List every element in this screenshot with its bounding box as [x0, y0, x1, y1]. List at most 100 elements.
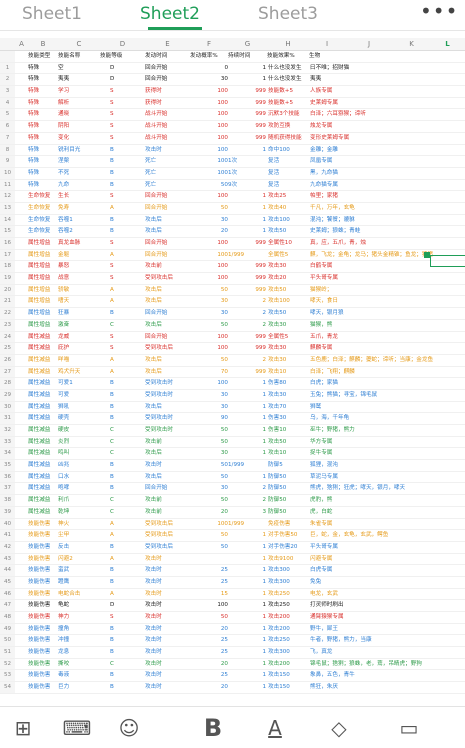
cell-prob[interactable]: 100 [190, 273, 228, 284]
cell-prob[interactable]: 25 [190, 647, 228, 658]
cell-eff[interactable]: 1 [246, 215, 266, 226]
cell-t[interactable]: 技能伤害 [28, 542, 58, 553]
cell-prob[interactable]: 20 [190, 682, 228, 693]
cell-time[interactable]: 受到攻击后 [145, 343, 190, 354]
cell-lvl[interactable]: A [110, 530, 130, 541]
cell-bio[interactable]: 攻击250 [268, 600, 310, 611]
row-number[interactable]: 30 [0, 402, 15, 413]
cell-lvl[interactable]: S [110, 238, 130, 249]
cell-prob[interactable]: 50 [190, 460, 228, 471]
cell-bio[interactable]: 攻击30 [268, 320, 310, 331]
cell-lvl[interactable]: B [110, 145, 130, 156]
row-number[interactable]: 42 [0, 542, 15, 553]
cell-name[interactable]: 金躯 [58, 250, 100, 261]
cell-time[interactable]: 战斗开始 [145, 109, 190, 120]
cell-lvl[interactable]: B [110, 168, 130, 179]
cell-lvl[interactable]: B [110, 460, 130, 471]
cell-t[interactable]: 属性减益 [28, 472, 58, 483]
cell-lvl[interactable]: B [110, 647, 130, 658]
cell-bio[interactable]: 什么也没发生 [268, 74, 310, 85]
cell-name[interactable]: 锐利目光 [58, 145, 100, 156]
cell-t[interactable]: 属性减益 [28, 460, 58, 471]
cell-t[interactable]: 生命恢复 [28, 191, 58, 202]
row-number[interactable]: 25 [0, 343, 15, 354]
cell-name[interactable]: 九命 [58, 180, 100, 191]
cell-name[interactable]: 蹬鹰 [58, 577, 100, 588]
cell-prob[interactable]: 100 [190, 191, 228, 202]
cell-prob[interactable]: 50 [190, 542, 228, 553]
cell-bio[interactable]: 攻击200 [268, 659, 310, 670]
cell-eff[interactable]: 999 [246, 121, 266, 132]
cell-extra[interactable]: 白虎；家猫 [310, 378, 460, 389]
cell-time[interactable]: 回合开始 [145, 250, 190, 261]
cell-t[interactable]: 属性减益 [28, 483, 58, 494]
row-number[interactable]: 3 [0, 86, 15, 97]
cell-name[interactable]: 神火 [58, 519, 100, 530]
cell-lvl[interactable]: C [110, 320, 130, 331]
cell-prob[interactable]: 20 [190, 507, 228, 518]
cell-bio[interactable]: 攻击30 [268, 390, 310, 401]
cell-extra[interactable]: 闪避专属 [310, 554, 460, 565]
cell-eff[interactable]: 1 [246, 226, 266, 237]
cell-bio[interactable]: 全属性5 [268, 332, 310, 343]
cell-bio[interactable]: 攻击10 [268, 448, 310, 459]
cell-name[interactable]: 炎烈 [58, 437, 100, 448]
row-number[interactable]: 8 [0, 145, 15, 156]
keyboard-icon[interactable]: ⌨ [60, 711, 94, 745]
cell-t[interactable]: 属性增益 [28, 273, 58, 284]
cell-extra[interactable]: 史莱姆；狼蛛；青蛙 [310, 226, 460, 237]
cell-prob[interactable]: 25 [190, 577, 228, 588]
row-number[interactable]: 1 [0, 63, 15, 74]
cell-extra[interactable]: 玉兔；熊猫；寻宝，锦毛鼠 [310, 390, 460, 401]
cell-name[interactable]: 毒液 [58, 670, 100, 681]
cell-lvl[interactable]: S [110, 343, 130, 354]
row-number[interactable]: 34 [0, 448, 15, 459]
column-header-d[interactable]: D [100, 38, 145, 50]
cell-bio[interactable]: 攻击300 [268, 565, 310, 576]
cell-lvl[interactable]: A [110, 519, 130, 530]
cell-lvl[interactable]: C [110, 507, 130, 518]
cell-eff[interactable]: 1 [246, 647, 266, 658]
cell-prob[interactable]: 100 [190, 156, 228, 167]
cell-eff[interactable]: 999 [246, 273, 266, 284]
cell-eff[interactable]: 1 [246, 145, 266, 156]
column-header-e[interactable]: E [145, 38, 190, 50]
cell-prob[interactable]: 50 [190, 285, 228, 296]
cell-time[interactable]: 战斗开始 [145, 133, 190, 144]
cell-prob[interactable]: 25 [190, 565, 228, 576]
cell-eff[interactable]: 999 [246, 133, 266, 144]
selected-cell[interactable] [430, 255, 465, 267]
cell-time[interactable]: 攻击后 [145, 472, 190, 483]
cell-eff[interactable]: 1 [246, 659, 266, 670]
tab-sheet2[interactable]: Sheet2 [140, 0, 200, 30]
cell-eff[interactable]: 999 [246, 343, 266, 354]
cell-extra[interactable]: 哮天，食日 [310, 296, 460, 307]
cell-extra[interactable]: 九命猫专属 [310, 180, 460, 191]
cell-eff[interactable]: 1 [246, 390, 266, 401]
cell-time[interactable]: 受到攻击后 [145, 519, 190, 530]
row-number[interactable]: 24 [0, 332, 15, 343]
cell-time[interactable]: 战斗开始 [145, 121, 190, 132]
header-cell[interactable]: 技能效果% [267, 51, 309, 62]
row-number[interactable]: 40 [0, 519, 15, 530]
cell-t[interactable]: 特殊 [28, 109, 58, 120]
cell-time[interactable]: 攻击后 [145, 285, 190, 296]
column-header-b[interactable]: B [28, 38, 58, 50]
cell-bio[interactable]: 防御50 [268, 472, 310, 483]
cell-bio[interactable]: 对手伤害20 [268, 542, 310, 553]
cell-bio[interactable]: 攻击200 [268, 612, 310, 623]
cell-name[interactable]: 解析 [58, 98, 100, 109]
row-number[interactable]: 20 [0, 285, 15, 296]
cell-time[interactable]: 回合开始 [145, 74, 190, 85]
